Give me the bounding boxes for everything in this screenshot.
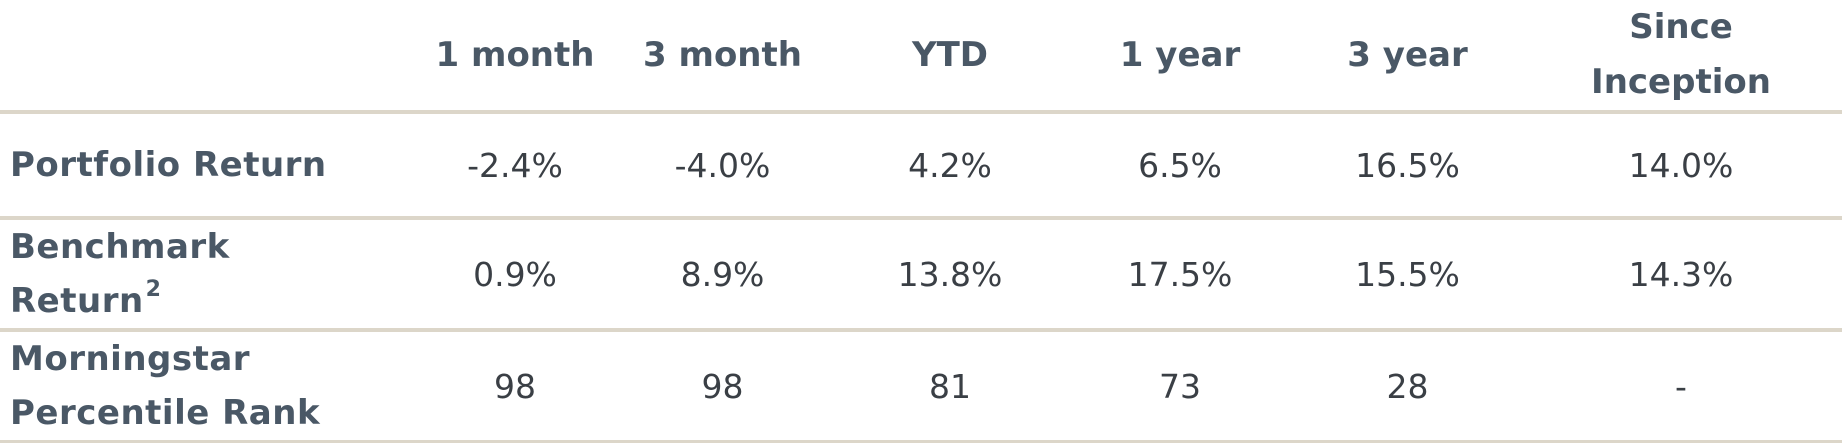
value-morningstar-1-month: 98: [420, 330, 610, 443]
value-benchmark-3-month: 8.9%: [610, 218, 835, 332]
value-portfolio-3-month: -4.0%: [610, 112, 835, 220]
value-portfolio-ytd: 4.2%: [835, 112, 1065, 220]
row-label-line-2: Return: [10, 281, 144, 321]
value-portfolio-1-year: 6.5%: [1065, 112, 1295, 220]
header-3-year: 3 year: [1295, 0, 1520, 114]
header-row: 1 month 3 month YTD 1 year 3 year Since …: [0, 0, 1842, 114]
row-label-line: Portfolio Return: [10, 145, 327, 185]
value-portfolio-3-year: 16.5%: [1295, 112, 1520, 220]
header-1-month: 1 month: [420, 0, 610, 114]
table-row-benchmark-return: Benchmark Return2 0.9% 8.9% 13.8% 17.5% …: [0, 218, 1842, 332]
header-3-month: 3 month: [610, 0, 835, 114]
value-morningstar-3-year: 28: [1295, 330, 1520, 443]
value-morningstar-since-inception: -: [1520, 330, 1842, 443]
value-portfolio-since-inception: 14.0%: [1520, 112, 1842, 220]
row-label-line-2: Percentile Rank: [10, 393, 321, 433]
row-label-line-1: Benchmark: [10, 227, 230, 267]
table-row-portfolio-return: Portfolio Return -2.4% -4.0% 4.2% 6.5% 1…: [0, 112, 1842, 220]
row-label-line-1: Morningstar: [10, 339, 251, 379]
value-morningstar-3-month: 98: [610, 330, 835, 443]
value-benchmark-since-inception: 14.3%: [1520, 218, 1842, 332]
value-benchmark-3-year: 15.5%: [1295, 218, 1520, 332]
value-benchmark-ytd: 13.8%: [835, 218, 1065, 332]
row-label-portfolio-return: Portfolio Return: [0, 112, 420, 220]
value-benchmark-1-month: 0.9%: [420, 218, 610, 332]
table-row-morningstar-rank: Morningstar Percentile Rank 98 98 81 73 …: [0, 330, 1842, 443]
row-label-morningstar-rank: Morningstar Percentile Rank: [0, 330, 420, 443]
header-since-inception: Since Inception: [1520, 0, 1842, 114]
row-label-line-2-wrap: Return2: [10, 274, 420, 328]
header-1-year: 1 year: [1065, 0, 1295, 114]
value-portfolio-1-month: -2.4%: [420, 112, 610, 220]
value-morningstar-1-year: 73: [1065, 330, 1295, 443]
value-morningstar-ytd: 81: [835, 330, 1065, 443]
corner-cell: [0, 0, 420, 114]
header-ytd: YTD: [835, 0, 1065, 114]
value-benchmark-1-year: 17.5%: [1065, 218, 1295, 332]
row-label-benchmark-return: Benchmark Return2: [0, 218, 420, 332]
footnote-marker: 2: [145, 276, 162, 302]
